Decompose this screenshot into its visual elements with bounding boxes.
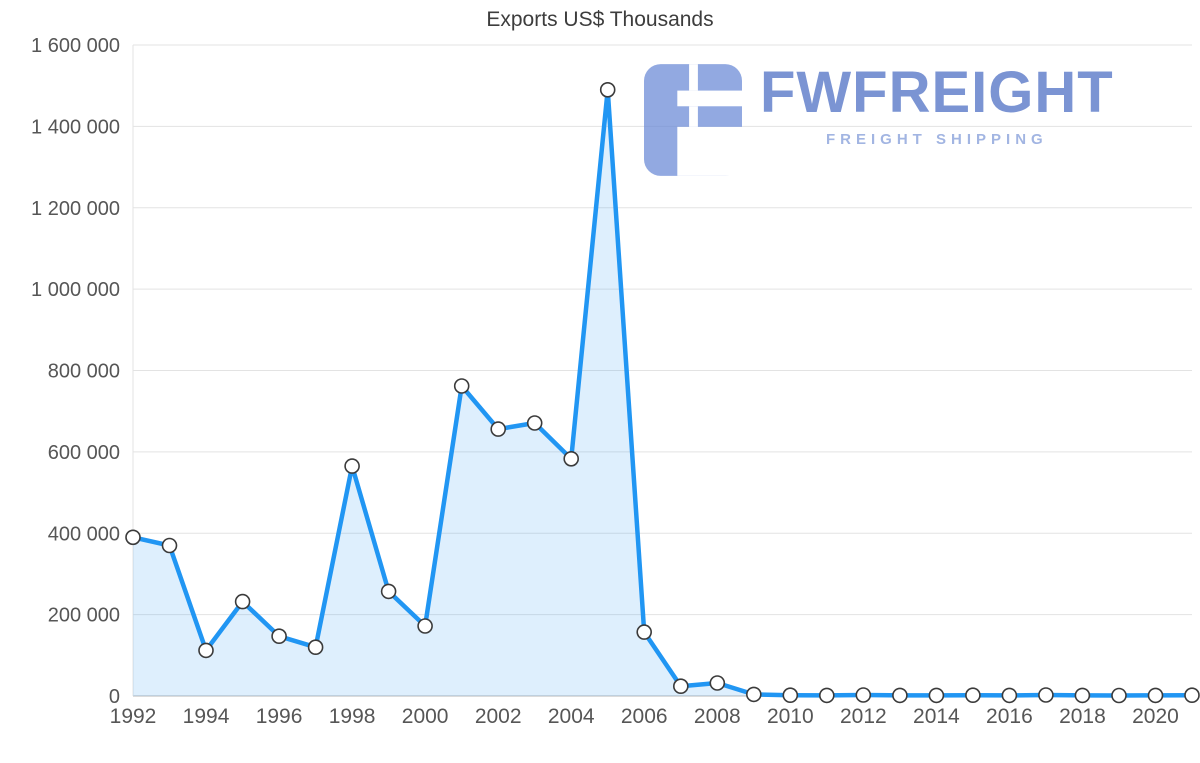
data-point-2004[interactable] <box>563 450 580 467</box>
data-point-2014[interactable] <box>928 687 945 704</box>
brand-tagline: FREIGHT SHIPPING <box>826 131 1048 148</box>
y-axis-tick-label: 800 000 <box>48 361 120 383</box>
data-point-2011[interactable] <box>818 687 835 704</box>
data-point-1995[interactable] <box>234 593 251 610</box>
series-line <box>130 87 1195 698</box>
y-axis-tick-label: 600 000 <box>48 442 120 464</box>
y-axis-tick-label: 1 600 000 <box>31 35 120 57</box>
data-point-1996[interactable] <box>271 628 287 645</box>
x-axis-tick-label: 2010 <box>767 705 814 728</box>
x-axis-tick-label: 2020 <box>1132 705 1179 728</box>
data-point-2002[interactable] <box>490 421 507 437</box>
data-point-2021[interactable] <box>1184 687 1200 704</box>
x-axis-tick-label: 2006 <box>621 705 668 728</box>
data-point-2009[interactable] <box>745 686 762 703</box>
data-point-2013[interactable] <box>892 687 908 704</box>
data-point-2019[interactable] <box>1111 687 1127 704</box>
data-point-2000[interactable] <box>417 618 433 634</box>
data-point-2016[interactable] <box>1001 687 1018 704</box>
brand-watermark: FWFREIGHT FREIGHT SHIPPING <box>644 64 1114 176</box>
x-axis-tick-label: 2014 <box>913 705 960 728</box>
y-axis-tick-label: 0 <box>109 686 120 708</box>
y-axis-tick-label: 1 000 000 <box>31 279 120 301</box>
data-point-2005[interactable] <box>599 82 616 98</box>
data-point-2010[interactable] <box>782 687 799 704</box>
x-axis-tick-label: 2012 <box>840 705 887 728</box>
data-point-2012[interactable] <box>855 687 872 703</box>
brand-name: FWFREIGHT <box>760 60 1114 125</box>
series-area <box>133 89 1192 697</box>
data-point-1994[interactable] <box>198 642 214 659</box>
data-point-2018[interactable] <box>1074 687 1091 704</box>
data-point-1997[interactable] <box>307 639 324 656</box>
data-point-1999[interactable] <box>380 583 397 600</box>
x-axis-tick-label: 2016 <box>986 705 1033 728</box>
data-point-2020[interactable] <box>1147 687 1164 704</box>
data-point-2003[interactable] <box>526 415 543 431</box>
y-axis-tick-label: 1 400 000 <box>31 116 120 138</box>
y-axis-tick-label: 1 200 000 <box>31 198 120 220</box>
data-point-2001[interactable] <box>453 378 470 394</box>
data-point-2017[interactable] <box>1038 687 1054 703</box>
x-axis-tick-label: 1994 <box>183 705 230 728</box>
x-axis-tick-label: 1992 <box>110 705 157 728</box>
data-point-1992[interactable] <box>125 529 141 546</box>
data-point-2006[interactable] <box>636 624 653 640</box>
data-point-2008[interactable] <box>709 675 726 691</box>
x-axis-tick-label: 2002 <box>475 705 522 728</box>
x-axis-tick-label: 1996 <box>256 705 303 728</box>
data-point-2007[interactable] <box>672 678 689 695</box>
fwfreight-logo-icon <box>644 64 742 176</box>
data-point-2015[interactable] <box>965 687 981 704</box>
x-axis-tick-label: 2000 <box>402 705 449 728</box>
x-axis-tick-label: 1998 <box>329 705 376 728</box>
chart-title: Exports US$ Thousands <box>486 8 714 31</box>
x-axis-tick-label: 2018 <box>1059 705 1106 728</box>
x-axis-tick-label: 2008 <box>694 705 741 728</box>
data-point-1993[interactable] <box>161 537 178 554</box>
y-axis-tick-label: 400 000 <box>48 523 120 545</box>
y-axis-tick-label: 200 000 <box>48 605 120 627</box>
brand-text-block: FWFREIGHT FREIGHT SHIPPING <box>760 60 1114 149</box>
x-axis-tick-label: 2004 <box>548 705 595 728</box>
data-point-1998[interactable] <box>344 458 360 474</box>
